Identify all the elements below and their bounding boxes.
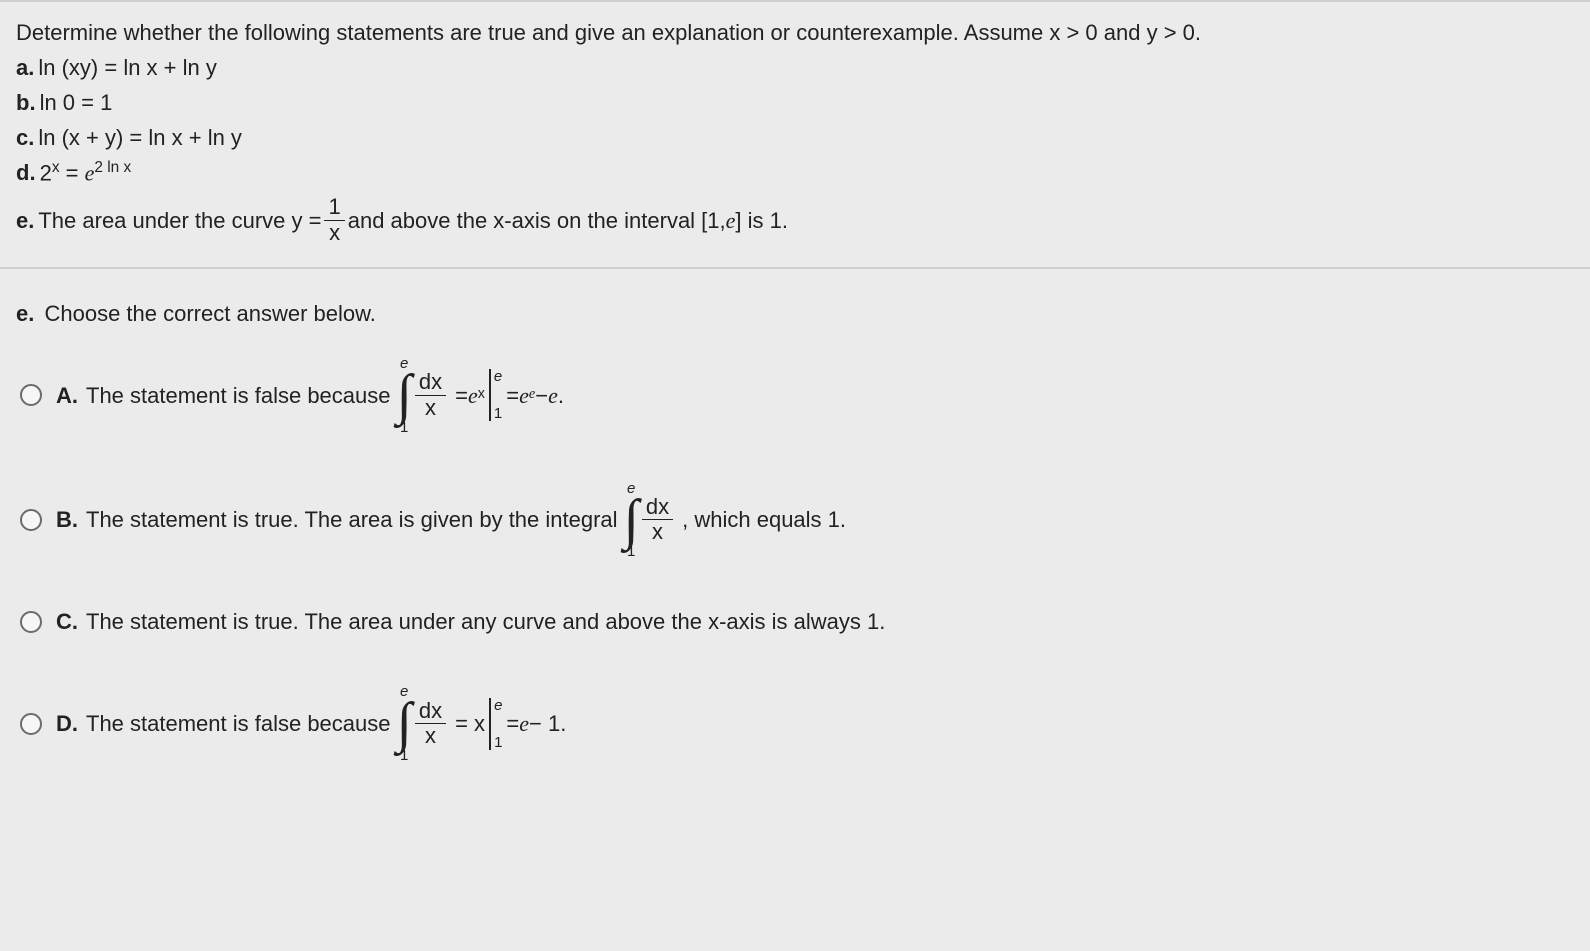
a-evalbar: e 1 — [489, 369, 502, 421]
radio-d[interactable] — [20, 713, 42, 735]
a-integrand: dx x — [415, 370, 446, 419]
subq-label: e. — [16, 301, 34, 326]
part-e-before: The area under the curve y = — [38, 204, 321, 237]
part-e: e. The area under the curve y = 1 x and … — [16, 195, 1574, 244]
part-c-label: c. — [16, 125, 34, 150]
radio-b[interactable] — [20, 509, 42, 531]
part-b-text: ln 0 = 1 — [40, 90, 113, 115]
a-eval-lower: 1 — [494, 406, 502, 421]
choice-d[interactable]: D. The statement is false because e ∫ 1 … — [16, 684, 1574, 763]
a-frac-den: x — [415, 395, 446, 420]
d-frac-num: dx — [415, 699, 446, 723]
part-c-text: ln (x + y) = ln x + ln y — [38, 125, 242, 150]
a-frac-num: dx — [415, 370, 446, 394]
part-b: b.ln 0 = 1 — [16, 86, 1574, 119]
a-minus: − — [535, 379, 548, 412]
d-evalbar: e 1 — [489, 698, 502, 750]
choice-d-integral: e ∫ 1 dx x — [397, 684, 450, 763]
a-eval-upper: e — [494, 369, 502, 384]
choice-d-letter: D. — [56, 707, 86, 740]
a-r2-base: e — [548, 379, 558, 412]
d-integrand: dx x — [415, 699, 446, 748]
choice-a-text: The statement is false because e ∫ 1 dx … — [86, 356, 564, 435]
part-e-after1: and above the x-axis on the interval [1, — [348, 204, 726, 237]
part-e-frac: 1 x — [324, 195, 344, 244]
part-d-base: 2 — [40, 160, 52, 185]
part-e-label: e. — [16, 204, 34, 237]
choice-c-body: The statement is true. The area under an… — [86, 605, 885, 638]
part-a-text: ln (xy) = ln x + ln y — [38, 55, 217, 80]
choice-d-text: The statement is false because e ∫ 1 dx … — [86, 684, 566, 763]
part-d-eq: = — [60, 160, 85, 185]
a-r1-base: e — [519, 379, 529, 412]
part-d-label: d. — [16, 160, 36, 185]
part-d-exp2: 2 ln x — [94, 159, 131, 176]
part-d-ebase: e — [85, 160, 95, 185]
choice-b-before: The statement is true. The area is given… — [86, 503, 618, 536]
choice-b-text: The statement is true. The area is given… — [86, 481, 846, 560]
choice-c[interactable]: C. The statement is true. The area under… — [16, 605, 1574, 638]
part-c: c.ln (x + y) = ln x + ln y — [16, 121, 1574, 154]
b-frac-den: x — [642, 519, 673, 544]
d-rhs: e — [519, 707, 529, 740]
choice-b[interactable]: B. The statement is true. The area is gi… — [16, 481, 1574, 560]
question-intro: Determine whether the following statemen… — [16, 16, 1574, 49]
d-eq1: = x — [455, 707, 485, 740]
choice-b-integral: e ∫ 1 dx x — [624, 481, 677, 560]
part-e-e: e — [726, 204, 736, 237]
d-eval-lower: 1 — [494, 735, 502, 750]
a-eq2: = — [506, 379, 519, 412]
question-block: Determine whether the following statemen… — [0, 2, 1590, 267]
part-b-label: b. — [16, 90, 36, 115]
part-e-after2: ] is 1. — [735, 204, 788, 237]
part-a: a.ln (xy) = ln x + ln y — [16, 51, 1574, 84]
choice-b-letter: B. — [56, 503, 86, 536]
radio-c[interactable] — [20, 611, 42, 633]
choice-c-letter: C. — [56, 605, 86, 638]
d-int-lower: 1 — [400, 748, 408, 763]
integral-symbol-icon: ∫ — [624, 496, 639, 545]
b-frac-num: dx — [642, 495, 673, 519]
radio-a[interactable] — [20, 384, 42, 406]
choice-a-letter: A. — [56, 379, 86, 412]
choice-c-text: The statement is true. The area under an… — [86, 605, 885, 638]
part-a-label: a. — [16, 55, 34, 80]
part-e-frac-num: 1 — [324, 195, 344, 219]
b-int-lower: 1 — [627, 544, 635, 559]
a-ex-exp: x — [478, 384, 485, 405]
a-ex-base: e — [468, 379, 478, 412]
choice-a[interactable]: A. The statement is false because e ∫ 1 … — [16, 356, 1574, 435]
d-minus: − 1. — [529, 707, 566, 740]
d-eq2: = — [506, 707, 519, 740]
integral-symbol-icon: ∫ — [397, 699, 412, 748]
b-integrand: dx x — [642, 495, 673, 544]
integral-symbol-icon: ∫ — [397, 371, 412, 420]
a-eq1: = — [455, 379, 468, 412]
a-period: . — [558, 379, 564, 412]
answer-block: e. Choose the correct answer below. A. T… — [0, 269, 1590, 793]
part-e-frac-den: x — [324, 220, 344, 245]
a-int-lower: 1 — [400, 420, 408, 435]
part-d: d.2x = e2 ln x — [16, 156, 1574, 189]
choice-a-before: The statement is false because — [86, 379, 391, 412]
part-d-exp1: x — [52, 159, 60, 176]
d-frac-den: x — [415, 723, 446, 748]
subquestion-prompt: e. Choose the correct answer below. — [16, 297, 1574, 330]
choice-a-integral: e ∫ 1 dx x — [397, 356, 450, 435]
d-eval-upper: e — [494, 698, 502, 713]
subq-text: Choose the correct answer below. — [44, 301, 375, 326]
choice-d-before: The statement is false because — [86, 707, 391, 740]
choice-b-after: , which equals 1. — [682, 503, 846, 536]
